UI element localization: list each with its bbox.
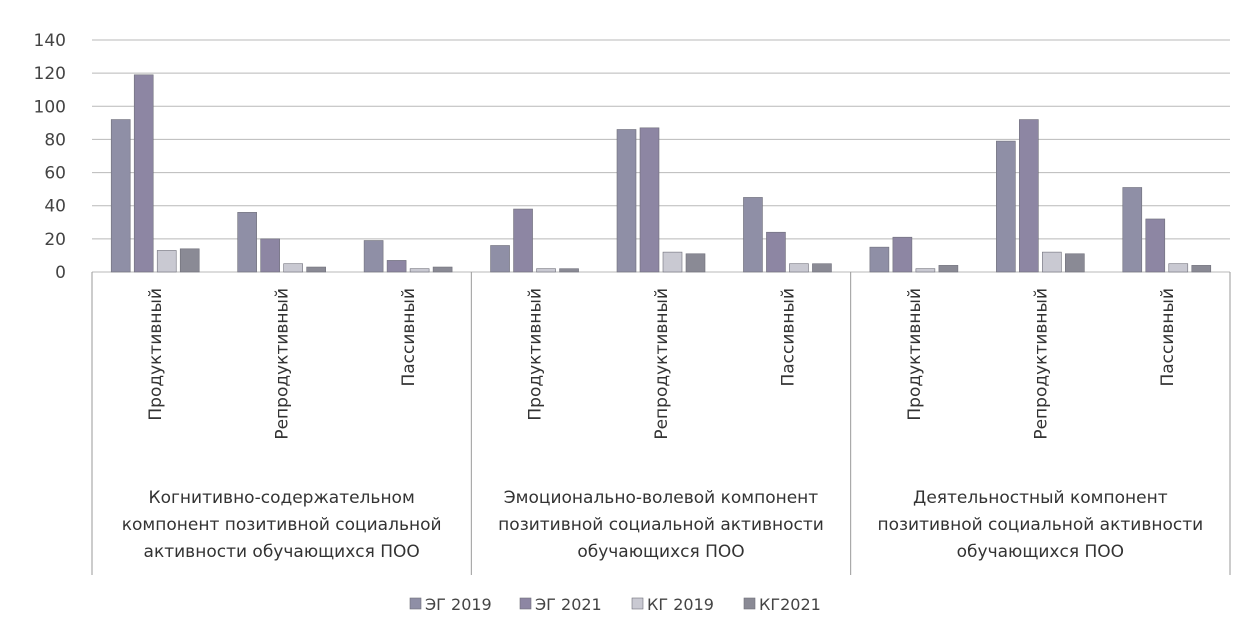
legend-label: КГ 2019 [647, 595, 714, 614]
bar [237, 212, 257, 273]
group-label: активности обучающихся ПОО [144, 542, 420, 562]
bar [1122, 187, 1143, 273]
legend-swatch [409, 597, 422, 610]
group-separators [91, 272, 1231, 575]
y-tick-label: 20 [44, 230, 66, 250]
bar [490, 245, 510, 273]
legend-label: КГ2021 [759, 595, 821, 614]
bar [1191, 265, 1212, 273]
bar [869, 246, 890, 273]
bar [1145, 218, 1166, 273]
y-tick-label: 80 [44, 130, 66, 150]
legend-swatch [743, 597, 756, 610]
bar [915, 268, 936, 273]
group-label: позитивной социальной активности [878, 515, 1204, 535]
bar [559, 268, 579, 273]
bar [260, 238, 280, 273]
category-label: Продуктивный [905, 288, 925, 421]
legend-label: ЭГ 2019 [425, 595, 492, 614]
category-label: Пассивный [778, 288, 798, 387]
category-label: Репродуктивный [273, 288, 293, 440]
bar [156, 250, 177, 273]
bar [386, 260, 407, 273]
category-label: Репродуктивный [1031, 288, 1051, 440]
category-labels: Продуктивный Репродуктивный Пассивный Проду… [146, 288, 1178, 440]
bar [133, 74, 154, 273]
bar [892, 236, 913, 273]
category-label: Пассивный [1158, 288, 1178, 387]
legend-swatch [631, 597, 644, 610]
bar [938, 265, 959, 273]
bar [536, 268, 556, 273]
bar [766, 231, 786, 273]
bar [685, 253, 706, 273]
group-label: Когнитивно-содержательном [149, 488, 415, 508]
bar [409, 268, 430, 273]
y-tick-label: 120 [34, 64, 66, 84]
bar [363, 240, 384, 273]
bar [812, 263, 832, 273]
legend-swatch [519, 597, 532, 610]
category-label: Репродуктивный [652, 288, 672, 440]
bar [743, 197, 763, 273]
group-labels: Когнитивно-содержательном компонент позит… [122, 488, 1203, 562]
bar [283, 263, 303, 273]
bar [1168, 263, 1189, 273]
group-label: позитивной социальной активности [498, 515, 824, 535]
category-label: Продуктивный [526, 288, 546, 421]
bar [179, 248, 200, 273]
group-label: обучающихся ПОО [957, 542, 1124, 562]
legend-label: ЭГ 2021 [535, 595, 602, 614]
bar [306, 266, 326, 273]
bar [789, 263, 809, 273]
bars [110, 74, 1212, 273]
bar [1065, 253, 1085, 273]
grid-lines [92, 39, 1230, 273]
group-label: обучающихся ПОО [577, 542, 744, 562]
bar [513, 208, 533, 273]
y-tick-label: 100 [34, 97, 66, 117]
legend: ЭГ 2019 ЭГ 2021 КГ 2019 КГ2021 [409, 595, 821, 614]
bar [639, 127, 660, 273]
y-tick-label: 140 [34, 31, 66, 51]
bar [110, 119, 131, 273]
bar [1042, 251, 1062, 273]
y-tick-label: 40 [44, 197, 66, 217]
group-label: Деятельностный компонент [913, 488, 1168, 508]
bar [432, 266, 453, 273]
y-tick-label: 60 [44, 164, 66, 184]
bar [662, 251, 683, 273]
category-label: Пассивный [399, 288, 419, 387]
y-tick-label: 0 [55, 263, 66, 283]
group-label: компонент позитивной социальной [122, 515, 442, 535]
category-label: Продуктивный [146, 288, 166, 421]
bar [996, 140, 1016, 273]
bar [1019, 119, 1039, 273]
group-label: Эмоционально-волевой компонент [504, 488, 818, 508]
bar [616, 129, 637, 273]
y-axis-ticks: 0 20 40 60 80 100 120 140 [34, 31, 66, 283]
